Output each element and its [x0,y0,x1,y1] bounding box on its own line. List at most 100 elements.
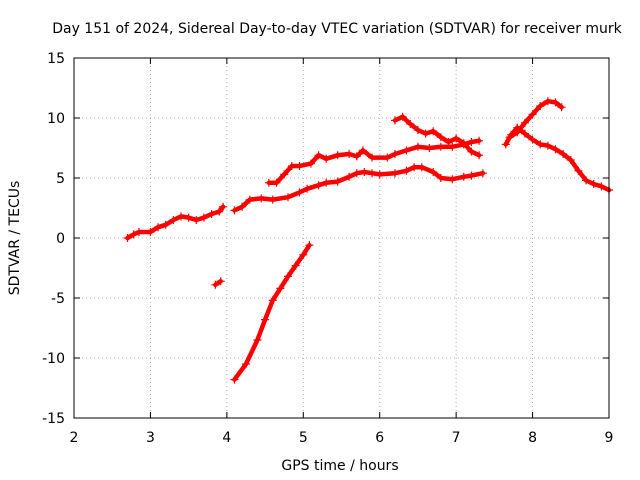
data-point [452,134,461,143]
data-point [230,206,239,215]
data-point [245,195,254,204]
data-point [566,156,575,164]
data-point [448,175,457,184]
data-point [230,375,239,384]
series-trace [125,204,226,241]
x-tick-label: 7 [452,430,461,446]
data-point [207,210,216,218]
data-point [551,98,560,107]
data-point [306,159,315,168]
data-point [314,181,323,190]
data-point [345,172,354,181]
series-trace [392,114,482,158]
x-tick-label: 9 [605,430,614,446]
data-point [184,213,193,222]
data-point [238,202,247,211]
data-point [169,216,178,224]
data-point [543,97,552,106]
data-point [219,202,228,211]
data-point [284,272,292,281]
data-point [154,223,163,232]
data-point [410,163,419,172]
axis-ticks: 2 3 4 5 6 7 8 9 -15 -10 -5 0 5 10 15 [42,51,613,446]
data-point [268,296,277,305]
x-tick-label: 3 [146,430,155,446]
data-point [291,261,300,270]
data-point [368,153,377,162]
data-point [352,169,361,178]
data-point [322,178,331,187]
x-tick-label: 6 [375,430,384,446]
data-point [444,138,453,146]
data-point [536,102,545,110]
data-point [597,182,606,191]
chart-title: Day 151 of 2024, Sidereal Day-to-day VTE… [52,21,622,37]
data-point [391,150,399,158]
data-point [467,138,476,146]
series-trace [508,125,612,193]
data-point [391,116,399,125]
x-tick-label: 8 [528,430,537,446]
data-point [459,139,468,148]
data-point [303,184,312,193]
data-point [368,169,377,178]
data-point [257,194,266,203]
data-point [559,150,568,158]
data-point [333,151,342,160]
data-point [261,315,270,324]
data-point [536,140,545,149]
series-1 [123,202,228,242]
data-point [287,162,296,170]
grid [74,58,609,418]
data-point [215,207,224,216]
data-point [475,136,484,145]
data-point [322,154,331,163]
data-point [467,171,476,180]
data-point [501,140,510,149]
y-tick-label: -10 [42,351,65,367]
data-point [582,176,591,185]
y-tick-label: -15 [42,411,65,427]
data-point [375,170,384,179]
data-point [199,213,208,222]
data-point [123,234,132,242]
data-point [280,170,289,179]
data-series [123,97,613,384]
data-point [528,135,537,144]
series-trace [232,242,312,382]
data-point [459,172,468,181]
data-point [436,133,445,142]
y-axis-label: SDTVAR / TECUs [7,181,23,296]
data-point [284,193,292,202]
data-point [429,168,438,176]
data-point [402,166,411,175]
data-point [360,168,369,176]
data-point [589,180,598,188]
data-point [299,250,308,259]
data-point [211,280,220,289]
data-point [192,216,201,224]
data-point [161,220,170,229]
y-tick-label: 10 [47,111,65,127]
series-3 [230,163,487,215]
data-point [383,153,392,162]
series-5 [391,112,484,160]
data-point [129,230,138,239]
data-point [134,228,143,236]
data-point [543,141,552,150]
data-point [520,129,529,138]
data-point [421,129,430,138]
data-point [574,166,583,175]
data-point [253,336,262,344]
y-tick-label: 15 [47,51,65,67]
data-point [295,162,304,170]
data-point [305,241,314,250]
data-point [333,177,342,186]
data-point [177,212,185,221]
data-point [314,151,323,160]
x-tick-label: 2 [70,430,79,446]
data-point [216,277,225,286]
data-point [345,150,354,158]
data-point [436,142,445,151]
